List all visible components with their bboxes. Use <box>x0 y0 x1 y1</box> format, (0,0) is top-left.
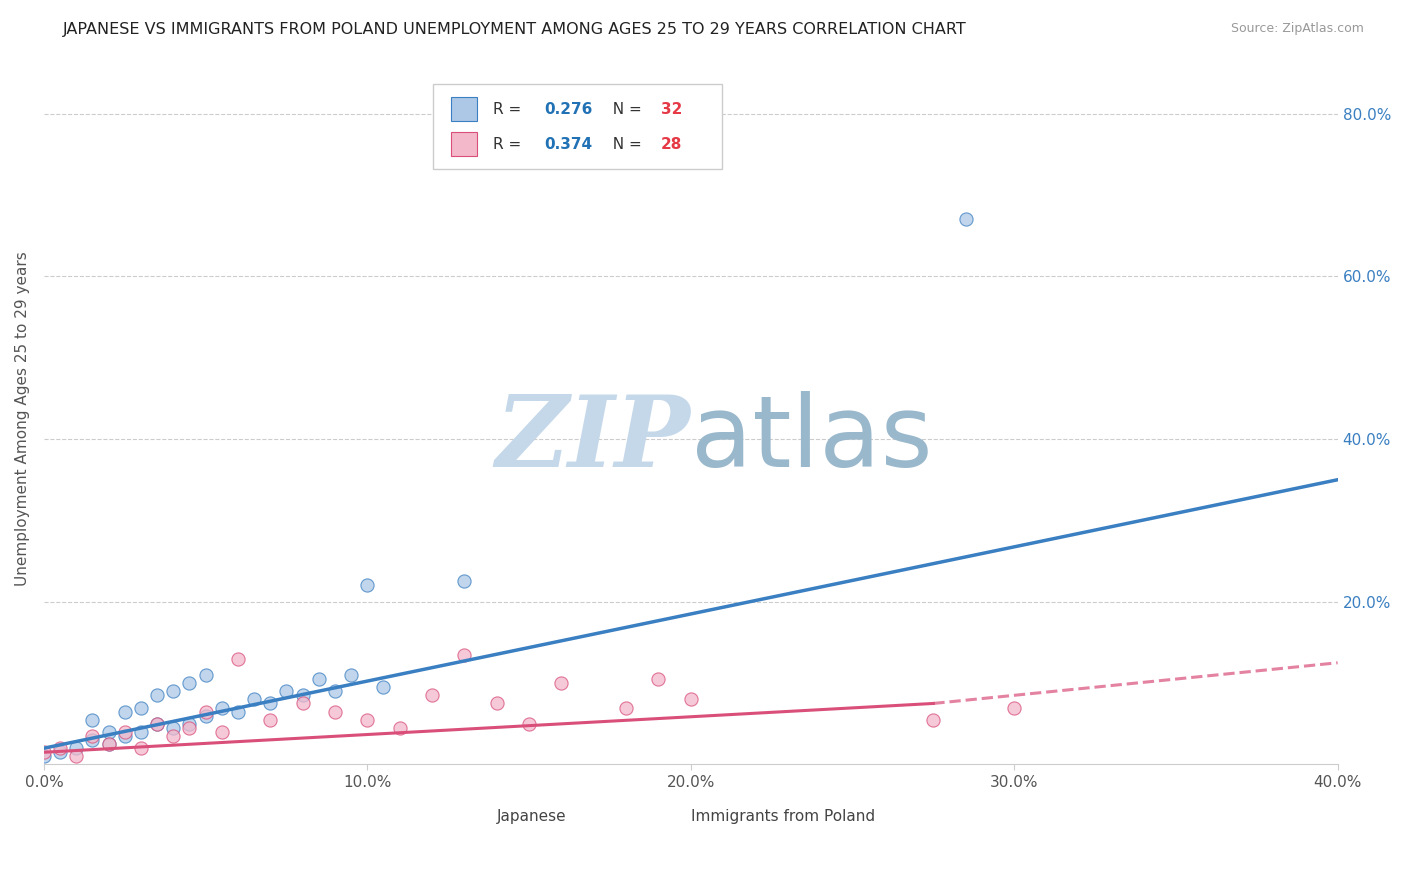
Bar <box>451 97 477 121</box>
Point <box>194 705 217 719</box>
Point <box>373 680 395 694</box>
Point <box>323 705 346 719</box>
Point <box>276 684 298 698</box>
Point <box>146 689 169 703</box>
Point <box>323 684 346 698</box>
Point <box>114 705 136 719</box>
Point <box>550 676 572 690</box>
Text: Immigrants from Poland: Immigrants from Poland <box>690 809 875 824</box>
Point <box>82 713 104 727</box>
Point <box>308 672 330 686</box>
Text: 28: 28 <box>661 136 682 152</box>
Point <box>243 692 266 706</box>
Bar <box>458 806 491 827</box>
Point <box>194 708 217 723</box>
Text: 32: 32 <box>661 102 682 117</box>
Point <box>179 721 201 735</box>
Point <box>129 741 152 756</box>
Point <box>259 697 281 711</box>
Point <box>49 745 72 759</box>
Point <box>259 713 281 727</box>
FancyBboxPatch shape <box>433 84 721 169</box>
Point <box>614 700 637 714</box>
Point <box>340 668 363 682</box>
Y-axis label: Unemployment Among Ages 25 to 29 years: Unemployment Among Ages 25 to 29 years <box>15 252 30 586</box>
Point <box>65 749 87 764</box>
Point <box>49 741 72 756</box>
Text: atlas: atlas <box>690 391 932 488</box>
Point <box>453 574 475 589</box>
Point <box>97 737 120 751</box>
Point <box>82 729 104 743</box>
Text: Japanese: Japanese <box>496 809 567 824</box>
Point <box>129 725 152 739</box>
Point <box>485 697 508 711</box>
Bar <box>451 132 477 156</box>
Point <box>922 713 945 727</box>
Point <box>32 745 55 759</box>
Point <box>32 749 55 764</box>
Point <box>291 697 314 711</box>
Point <box>97 725 120 739</box>
Point <box>97 737 120 751</box>
Point <box>679 692 702 706</box>
Point <box>114 725 136 739</box>
Text: 0.374: 0.374 <box>544 136 593 152</box>
Point <box>356 578 378 592</box>
Point <box>146 716 169 731</box>
Text: R =: R = <box>494 136 526 152</box>
Point <box>129 700 152 714</box>
Point <box>226 705 249 719</box>
Point <box>453 648 475 662</box>
Text: R =: R = <box>494 102 526 117</box>
Text: 0.276: 0.276 <box>544 102 593 117</box>
Point <box>226 651 249 665</box>
Point <box>517 716 540 731</box>
Point <box>388 721 411 735</box>
Point <box>955 212 977 227</box>
Point <box>211 725 233 739</box>
Point <box>114 729 136 743</box>
Point <box>179 676 201 690</box>
Point <box>291 689 314 703</box>
Point <box>211 700 233 714</box>
Point <box>162 684 184 698</box>
Text: JAPANESE VS IMMIGRANTS FROM POLAND UNEMPLOYMENT AMONG AGES 25 TO 29 YEARS CORREL: JAPANESE VS IMMIGRANTS FROM POLAND UNEMP… <box>63 22 967 37</box>
Point <box>82 733 104 747</box>
Bar <box>652 806 685 827</box>
Text: Source: ZipAtlas.com: Source: ZipAtlas.com <box>1230 22 1364 36</box>
Point <box>1002 700 1025 714</box>
Point <box>146 716 169 731</box>
Text: N =: N = <box>603 136 647 152</box>
Text: ZIP: ZIP <box>496 392 690 488</box>
Point <box>647 672 669 686</box>
Text: N =: N = <box>603 102 647 117</box>
Point <box>356 713 378 727</box>
Point <box>65 741 87 756</box>
Point <box>194 668 217 682</box>
Point <box>420 689 443 703</box>
Point <box>162 729 184 743</box>
Point <box>179 716 201 731</box>
Point <box>162 721 184 735</box>
